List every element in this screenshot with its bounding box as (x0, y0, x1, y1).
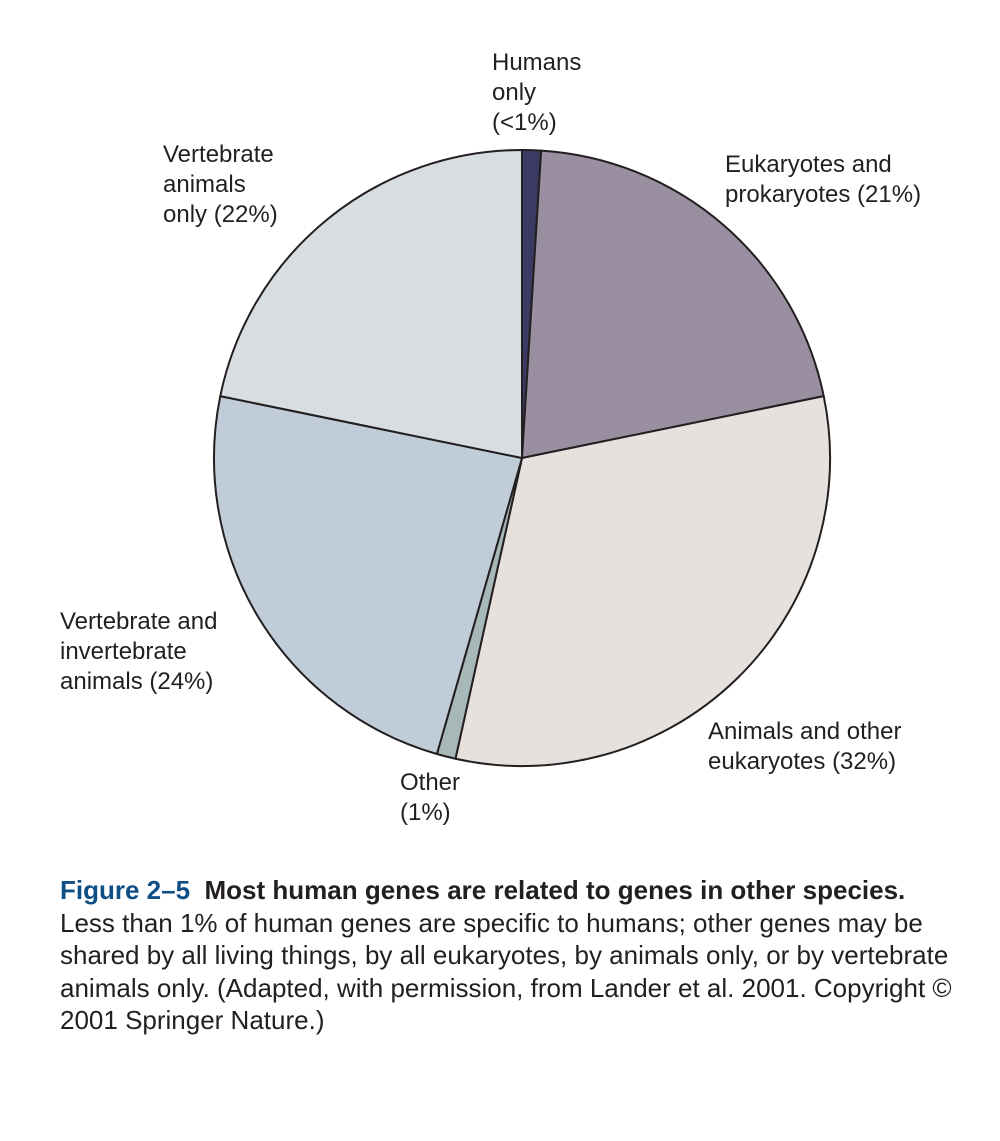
caption-body: Less than 1% of human genes are specific… (60, 907, 952, 1036)
slice-label-line: Vertebrate (163, 141, 274, 168)
pie-slice-2 (454, 395, 831, 767)
slice-label-4: Vertebrate and invertebrate animals (24%) (60, 607, 217, 697)
slice-label-line: (<1%) (492, 109, 557, 136)
slice-label-line: invertebrate (60, 638, 187, 665)
slice-label-3: Other (1%) (400, 768, 460, 828)
slice-label-line: (1%) (400, 799, 451, 826)
slice-label-line: animals (24%) (60, 668, 214, 695)
slice-label-line: Eukaryotes and (725, 151, 892, 178)
figure-caption: Figure 2–5 Most human genes are related … (60, 874, 960, 1037)
slice-label-2: Animals and other eukaryotes (32%) (708, 717, 901, 777)
slice-label-0: Humans only (<1%) (492, 48, 581, 138)
slice-label-line: animals (163, 171, 246, 198)
caption-headline: Most human genes are related to genes in… (204, 875, 906, 905)
pie-slice-5 (219, 149, 523, 459)
slice-label-line: Humans (492, 49, 582, 76)
slice-label-line: Vertebrate and (60, 608, 218, 635)
slice-label-1: Eukaryotes and prokaryotes (21%) (725, 150, 921, 210)
slice-label-5: Vertebrate animals only (22%) (163, 140, 278, 230)
pie-slices (213, 149, 831, 767)
slice-label-line: only (22%) (163, 201, 278, 228)
pie-slice-4 (213, 395, 523, 756)
slice-label-line: Other (400, 769, 461, 796)
slice-label-line: eukaryotes (32%) (708, 748, 897, 775)
slice-label-line: prokaryotes (21%) (725, 181, 922, 208)
pie-chart (213, 149, 831, 767)
slice-label-line: Animals and other (708, 718, 902, 745)
figure-number: Figure 2–5 (60, 875, 191, 905)
pie-slice-1 (521, 149, 825, 459)
slice-label-line: only (492, 79, 537, 106)
